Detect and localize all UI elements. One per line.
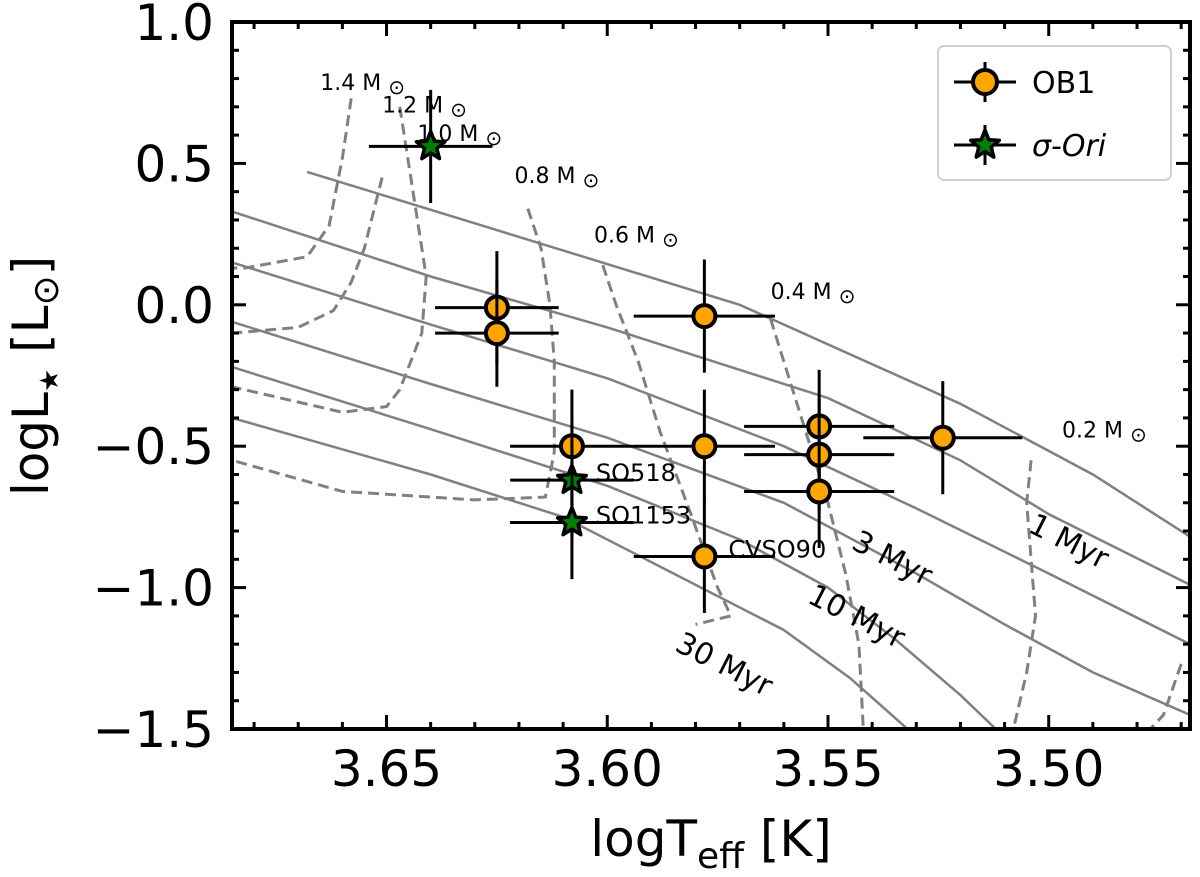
circle-marker (929, 424, 956, 451)
mass-track-line (1011, 460, 1038, 729)
mass-track-label: 0.2 M ⊙ (1062, 419, 1147, 447)
isochrone-label: 3 Myr (846, 524, 938, 594)
data-point-layer (368, 89, 1023, 614)
mass-track-line (232, 177, 384, 335)
x-axis-title: logTeff [K] (590, 810, 831, 877)
ob1-point (633, 259, 776, 373)
x-tick-label: 3.55 (772, 740, 883, 798)
legend-entry-sigma-ori: σ-Ori (954, 125, 1107, 165)
isochrone-layer (232, 170, 1190, 729)
y-axis-title: logL★ [L⊙] (2, 256, 67, 496)
circle-marker (691, 543, 718, 570)
isochrone-line (232, 320, 1190, 717)
y-tick-label: 1.0 (134, 0, 214, 52)
mass-label-layer: 1.4 M ⊙1.2 M ⊙1.0 M ⊙0.8 M ⊙0.6 M ⊙0.4 M… (320, 71, 1146, 447)
star-marker (555, 505, 588, 537)
legend: OB1 σ-Ori (937, 45, 1172, 181)
plot-frame (230, 20, 1192, 731)
y-tick-label: 0.0 (134, 277, 214, 335)
isochrone-line (306, 170, 1190, 538)
y-tick-label: −1.5 (93, 701, 214, 759)
ob1-point (744, 434, 895, 549)
isochrone-label: 10 Myr (802, 578, 911, 657)
y-tick-labels: 1.0 0.5 0.0 −0.5 −1.0 −1.5 (93, 0, 214, 759)
point-label: SO1153 (596, 502, 691, 530)
x-tick-label: 3.60 (552, 740, 663, 798)
isochrone-line (232, 416, 909, 729)
point-label: SO518 (596, 459, 676, 487)
sigma-ori-point (368, 89, 493, 203)
isochrone-line (232, 365, 997, 729)
mass-track-label: 0.4 M ⊙ (771, 280, 856, 308)
isochrone-line (232, 210, 1190, 586)
circle-marker (691, 433, 718, 460)
y-tick-label: 0.5 (134, 135, 214, 193)
isochrone-label: 30 Myr (670, 626, 779, 705)
circle-marker (806, 478, 833, 505)
x-tick-label: 3.65 (331, 740, 442, 798)
mass-track-line (601, 264, 734, 626)
mass-track-label: 1.2 M ⊙ (382, 93, 467, 121)
mass-track-label: 0.8 M ⊙ (515, 164, 600, 192)
isochrone-line (232, 261, 1190, 646)
mass-track-line (232, 208, 556, 502)
mass-track-layer (232, 98, 1183, 729)
axis-ticks (232, 20, 1190, 731)
mass-track-line (1149, 663, 1183, 729)
circle-marker (691, 303, 718, 330)
legend-ob1-marker (971, 68, 999, 96)
x-tick-labels: 3.65 3.60 3.55 3.50 (331, 740, 1105, 798)
legend-sigma-ori-marker (968, 128, 1002, 159)
ob1-point (633, 389, 776, 503)
legend-entry-ob1: OB1 (954, 62, 1095, 102)
x-tick-label: 3.50 (993, 740, 1104, 798)
legend-sigma-ori-label: σ-Ori (1032, 129, 1107, 164)
y-tick-label: −0.5 (93, 418, 214, 476)
mass-track-line (232, 106, 428, 414)
mass-track-label: 1.4 M ⊙ (320, 71, 405, 99)
mass-track-line (769, 318, 865, 729)
point-label: CVSO90 (728, 535, 826, 563)
point-label-layer: CVSO90 SO518 SO1153 (596, 459, 826, 563)
ob1-point (435, 279, 559, 387)
ob1-point (633, 499, 776, 614)
sigma-ori-point (510, 465, 634, 580)
mass-track-label: 0.6 M ⊙ (594, 224, 679, 252)
star-marker (414, 129, 447, 161)
ob1-point (863, 381, 1023, 495)
y-tick-label: −1.0 (93, 560, 214, 618)
legend-ob1-label: OB1 (1032, 66, 1095, 101)
mass-track-line (232, 98, 353, 270)
circle-marker (483, 320, 510, 347)
